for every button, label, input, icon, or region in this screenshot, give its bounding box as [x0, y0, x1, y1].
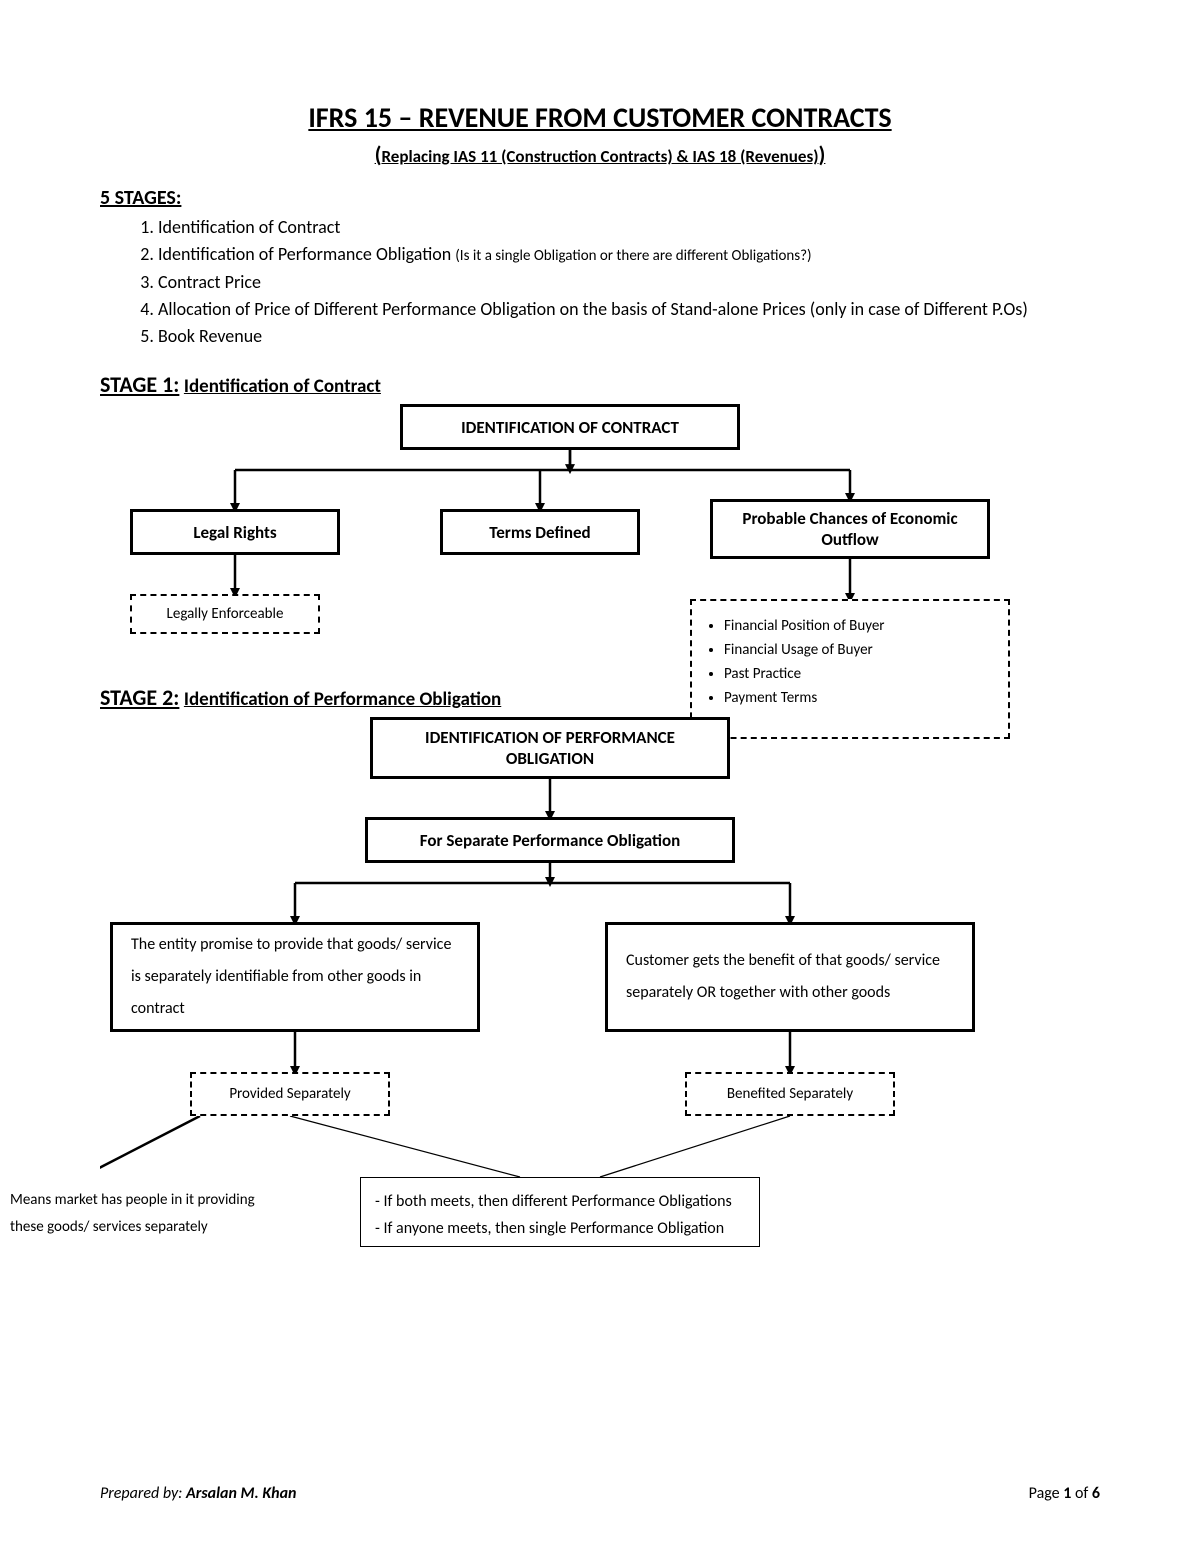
document-page: IFRS 15 – REVENUE FROM CUSTOMER CONTRACT… — [0, 0, 1200, 1553]
list-item: Contract Price — [158, 269, 1100, 295]
subtitle-text: Replacing IAS 11 (Construction Contracts… — [381, 146, 818, 167]
node-legally-enforceable: Legally Enforceable — [130, 594, 320, 634]
text-line: - If anyone meets, then single Performan… — [375, 1215, 745, 1242]
node-customer-benefit: Customer gets the benefit of that goods/… — [605, 922, 975, 1032]
page-number: Page 1 of 6 — [1029, 1484, 1100, 1503]
node-entity-promise: The entity promise to provide that goods… — [110, 922, 480, 1032]
page-footer: Prepared by: Arsalan M. Khan Page 1 of 6 — [100, 1484, 1100, 1503]
stages-heading: 5 STAGES: — [100, 186, 1100, 210]
note-market-people: Means market has people in it providing … — [10, 1187, 290, 1241]
stage1-flowchart: IDENTIFICATION OF CONTRACT Legal Rights … — [100, 404, 1100, 714]
node-merge-condition: - If both meets, then different Performa… — [360, 1177, 760, 1247]
stages-list: Identification of Contract Identificatio… — [136, 214, 1100, 349]
node-terms-defined: Terms Defined — [440, 509, 640, 555]
list-item: Payment Terms — [724, 689, 994, 707]
list-item: Book Revenue — [158, 323, 1100, 349]
node-benefited-separately: Benefited Separately — [685, 1072, 895, 1116]
node-legal-rights: Legal Rights — [130, 509, 340, 555]
prepared-by: Prepared by: Arsalan M. Khan — [100, 1484, 296, 1503]
node-separate-po: For Separate Performance Obligation — [365, 817, 735, 863]
text-line: - If both meets, then different Performa… — [375, 1188, 745, 1215]
list-item: Past Practice — [724, 665, 994, 683]
stage1-heading: STAGE 1: Identification of Contract — [100, 371, 1100, 398]
stage2-flowchart: IDENTIFICATION OF PERFORMANCE OBLIGATION… — [100, 717, 1100, 1307]
node-identification-of-contract: IDENTIFICATION OF CONTRACT — [400, 404, 740, 450]
list-item: Identification of Performance Obligation… — [158, 241, 1100, 268]
page-subtitle: (Replacing IAS 11 (Construction Contract… — [100, 141, 1100, 168]
node-probable-chances: Probable Chances of Economic Outflow — [710, 499, 990, 559]
node-identification-of-po: IDENTIFICATION OF PERFORMANCE OBLIGATION — [370, 717, 730, 779]
list-item: Identification of Contract — [158, 214, 1100, 240]
list-item: Allocation of Price of Different Perform… — [158, 296, 1100, 322]
node-provided-separately: Provided Separately — [190, 1072, 390, 1116]
list-item: Financial Usage of Buyer — [724, 641, 994, 659]
page-title: IFRS 15 – REVENUE FROM CUSTOMER CONTRACT… — [100, 100, 1100, 135]
list-item: Financial Position of Buyer — [724, 617, 994, 635]
